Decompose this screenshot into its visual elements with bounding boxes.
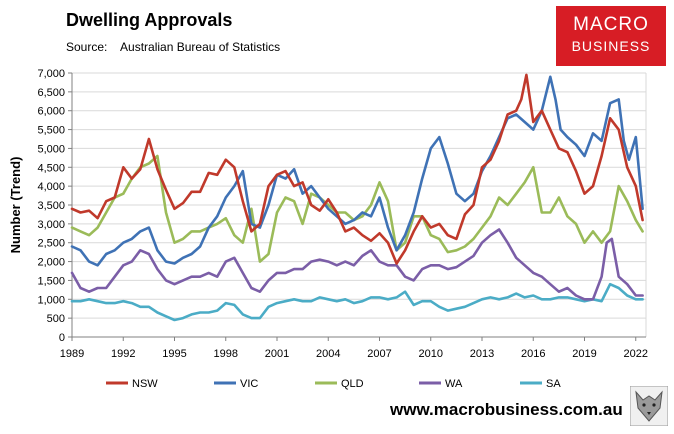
chart-legend: NSW VIC QLD WA SA [106,378,561,390]
y-tick-label: 1,500 [37,275,65,287]
source-label: Source: [66,40,108,54]
legend-label-vic: VIC [240,378,258,390]
y-tick-label: 4,000 [37,181,65,193]
series-line-vic [70,75,644,267]
legend-label-qld: QLD [341,378,364,390]
source-line: Source: Australian Bureau of Statistics [66,40,280,54]
y-tick-label: 6,000 [37,106,65,118]
logo-line-1: MACRO [573,14,649,35]
y-tick-label: 7,000 [37,68,65,80]
x-tick-label: 2004 [316,348,340,360]
wolf-emblem-icon [630,386,668,426]
y-tick-label: 3,500 [37,200,65,212]
x-tick-label: 2007 [367,348,391,360]
y-tick-label: 6,500 [37,87,65,99]
x-tick-label: 2022 [624,348,648,360]
x-tick-label: 1989 [60,348,84,360]
y-tick-label: 4,500 [37,162,65,174]
series-lines [70,73,644,322]
legend-label-wa: WA [445,378,463,390]
x-tick-label: 1992 [111,348,135,360]
y-tick-label: 1,000 [37,294,65,306]
y-tick-label: 5,000 [37,143,65,155]
logo-line-2: BUSINESS [571,38,651,54]
x-tick-labels: 1989 1992 1995 1998 2001 2004 2007 2010 2013 2016… [60,337,648,360]
x-tick-label: 2013 [470,348,494,360]
x-tick-label: 2019 [572,348,596,360]
x-tick-label: 2001 [265,348,289,360]
x-tick-label: 2016 [521,348,545,360]
y-tick-label: 500 [47,313,65,325]
page-title: Dwelling Approvals [66,10,233,30]
series-line-wa [70,228,644,301]
y-tick-label: 5,500 [37,125,65,137]
y-tick-label: 2,500 [37,238,65,250]
series-line-sa [70,282,644,322]
y-tick-label: 2,000 [37,257,65,269]
x-tick-label: 1995 [162,348,186,360]
source-value: Australian Bureau of Statistics [120,40,281,54]
legend-label-nsw: NSW [132,378,158,390]
series-line-qld [70,154,644,263]
y-tick-label: 0 [59,332,65,344]
y-axis-label: Number (Trend) [8,157,23,254]
x-tick-label: 1998 [214,348,238,360]
series-line-nsw [70,73,644,265]
macrobusiness-logo: MACRO BUSINESS [556,6,666,66]
y-tick-label: 3,000 [37,219,65,231]
x-tick-label: 2010 [419,348,443,360]
y-tick-labels: 0 500 1,000 1,500 2,000 2,500 3,000 3,500 4,000 4… [37,68,72,344]
legend-label-sa: SA [546,378,561,390]
website-url: www.macrobusiness.com.au [390,400,623,419]
